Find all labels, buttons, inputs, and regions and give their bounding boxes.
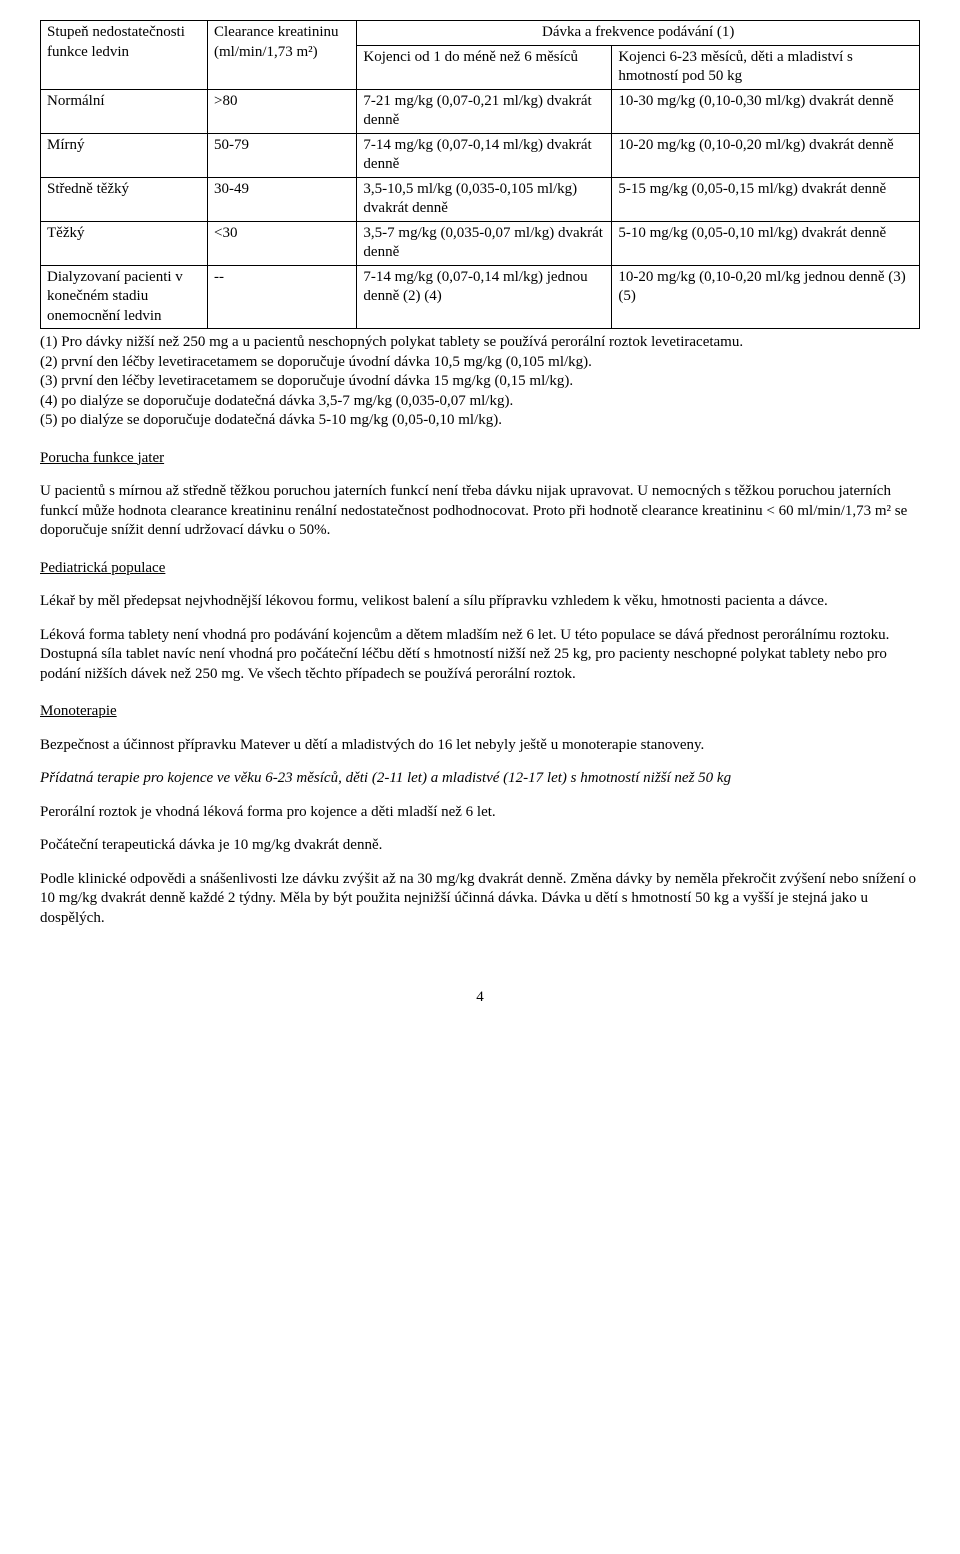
footnote-4: (4) po dialýze se doporučuje dodatečná d…	[40, 392, 920, 412]
addon-paragraph-3: Podle klinické odpovědi a snášenlivosti …	[40, 870, 920, 929]
th-sub-col2: Kojenci od 1 do méně než 6 měsíců	[357, 45, 612, 89]
liver-heading: Porucha funkce jater	[40, 449, 920, 469]
page-number: 4	[40, 988, 920, 1008]
table-row: Mírný 50-79 7-14 mg/kg (0,07-0,14 ml/kg)…	[41, 133, 920, 177]
footnote-3: (3) první den léčby levetiracetamem se d…	[40, 372, 920, 392]
th-col0: Stupeň nedostatečnosti funkce ledvin	[41, 21, 208, 90]
liver-paragraph: U pacientů s mírnou až středně těžkou po…	[40, 482, 920, 541]
monotherapy-heading: Monoterapie	[40, 702, 920, 722]
footnote-5: (5) po dialýze se doporučuje dodatečná d…	[40, 411, 920, 431]
monotherapy-paragraph: Bezpečnost a účinnost přípravku Matever …	[40, 736, 920, 756]
table-row: Dialyzovaní pacienti v konečném stadiu o…	[41, 265, 920, 329]
table-footnotes: (1) Pro dávky nižší než 250 mg a u pacie…	[40, 333, 920, 431]
footnote-1: (1) Pro dávky nižší než 250 mg a u pacie…	[40, 333, 920, 353]
th-col2-span: Dávka a frekvence podávání (1)	[357, 21, 920, 46]
table-row: Středně těžký 30-49 3,5-10,5 ml/kg (0,03…	[41, 177, 920, 221]
addon-paragraph-2: Počáteční terapeutická dávka je 10 mg/kg…	[40, 836, 920, 856]
table-row: Normální >80 7-21 mg/kg (0,07-0,21 ml/kg…	[41, 89, 920, 133]
pediatric-paragraph-1: Lékař by měl předepsat nejvhodnější léko…	[40, 592, 920, 612]
pediatric-heading: Pediatrická populace	[40, 559, 920, 579]
pediatric-paragraph-2: Léková forma tablety není vhodná pro pod…	[40, 626, 920, 685]
th-col1: Clearance kreatininu (ml/min/1,73 m²)	[208, 21, 357, 90]
addon-paragraph-1: Perorální roztok je vhodná léková forma …	[40, 803, 920, 823]
table-row: Těžký <30 3,5-7 mg/kg (0,035-0,07 ml/kg)…	[41, 221, 920, 265]
th-sub-col3: Kojenci 6-23 měsíců, děti a mladiství s …	[612, 45, 920, 89]
footnote-2: (2) první den léčby levetiracetamem se d…	[40, 353, 920, 373]
addon-heading: Přídatná terapie pro kojence ve věku 6-2…	[40, 769, 920, 789]
dosing-table: Stupeň nedostatečnosti funkce ledvin Cle…	[40, 20, 920, 329]
